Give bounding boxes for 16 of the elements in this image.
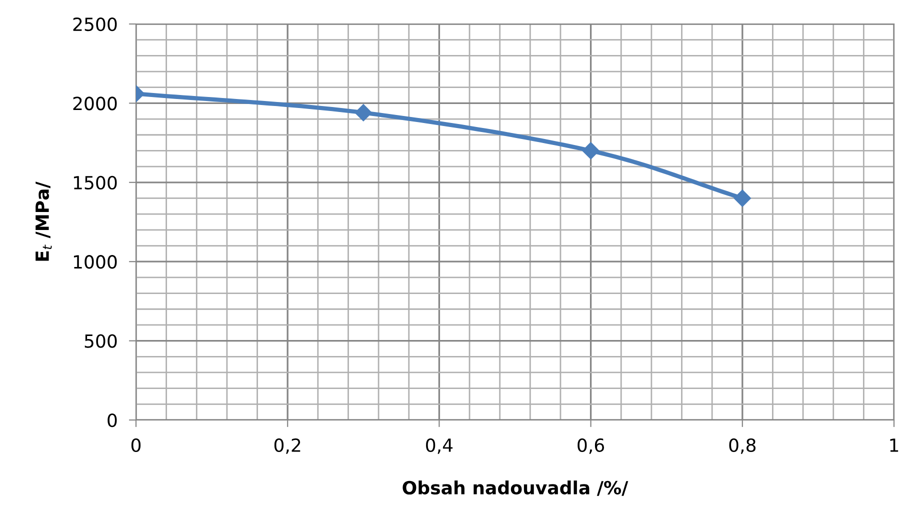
- x-tick-label: 0,2: [274, 438, 300, 454]
- point: [582, 142, 600, 160]
- y-tick-label: 2500: [73, 17, 117, 32]
- y-tick-label: 0: [108, 413, 117, 428]
- x-tick-label: 0,8: [729, 438, 756, 454]
- x-tick-label: 0: [131, 438, 141, 452]
- x-tick-label: 1: [890, 438, 898, 452]
- x-axis-title: Obsah nadouvadla /%/: [402, 480, 628, 496]
- y-tick-label: 1500: [74, 176, 117, 190]
- x-tick-label: 0,6: [578, 438, 604, 454]
- y-axis-title: E$_{t}$ /MPa/: [36, 182, 52, 261]
- y-tick-label: 500: [84, 334, 117, 348]
- x-tick-label: 0,4: [426, 438, 453, 454]
- y-tick-label: 2000: [73, 96, 117, 110]
- point: [734, 190, 751, 207]
- y-tick-label: 1000: [74, 255, 117, 269]
